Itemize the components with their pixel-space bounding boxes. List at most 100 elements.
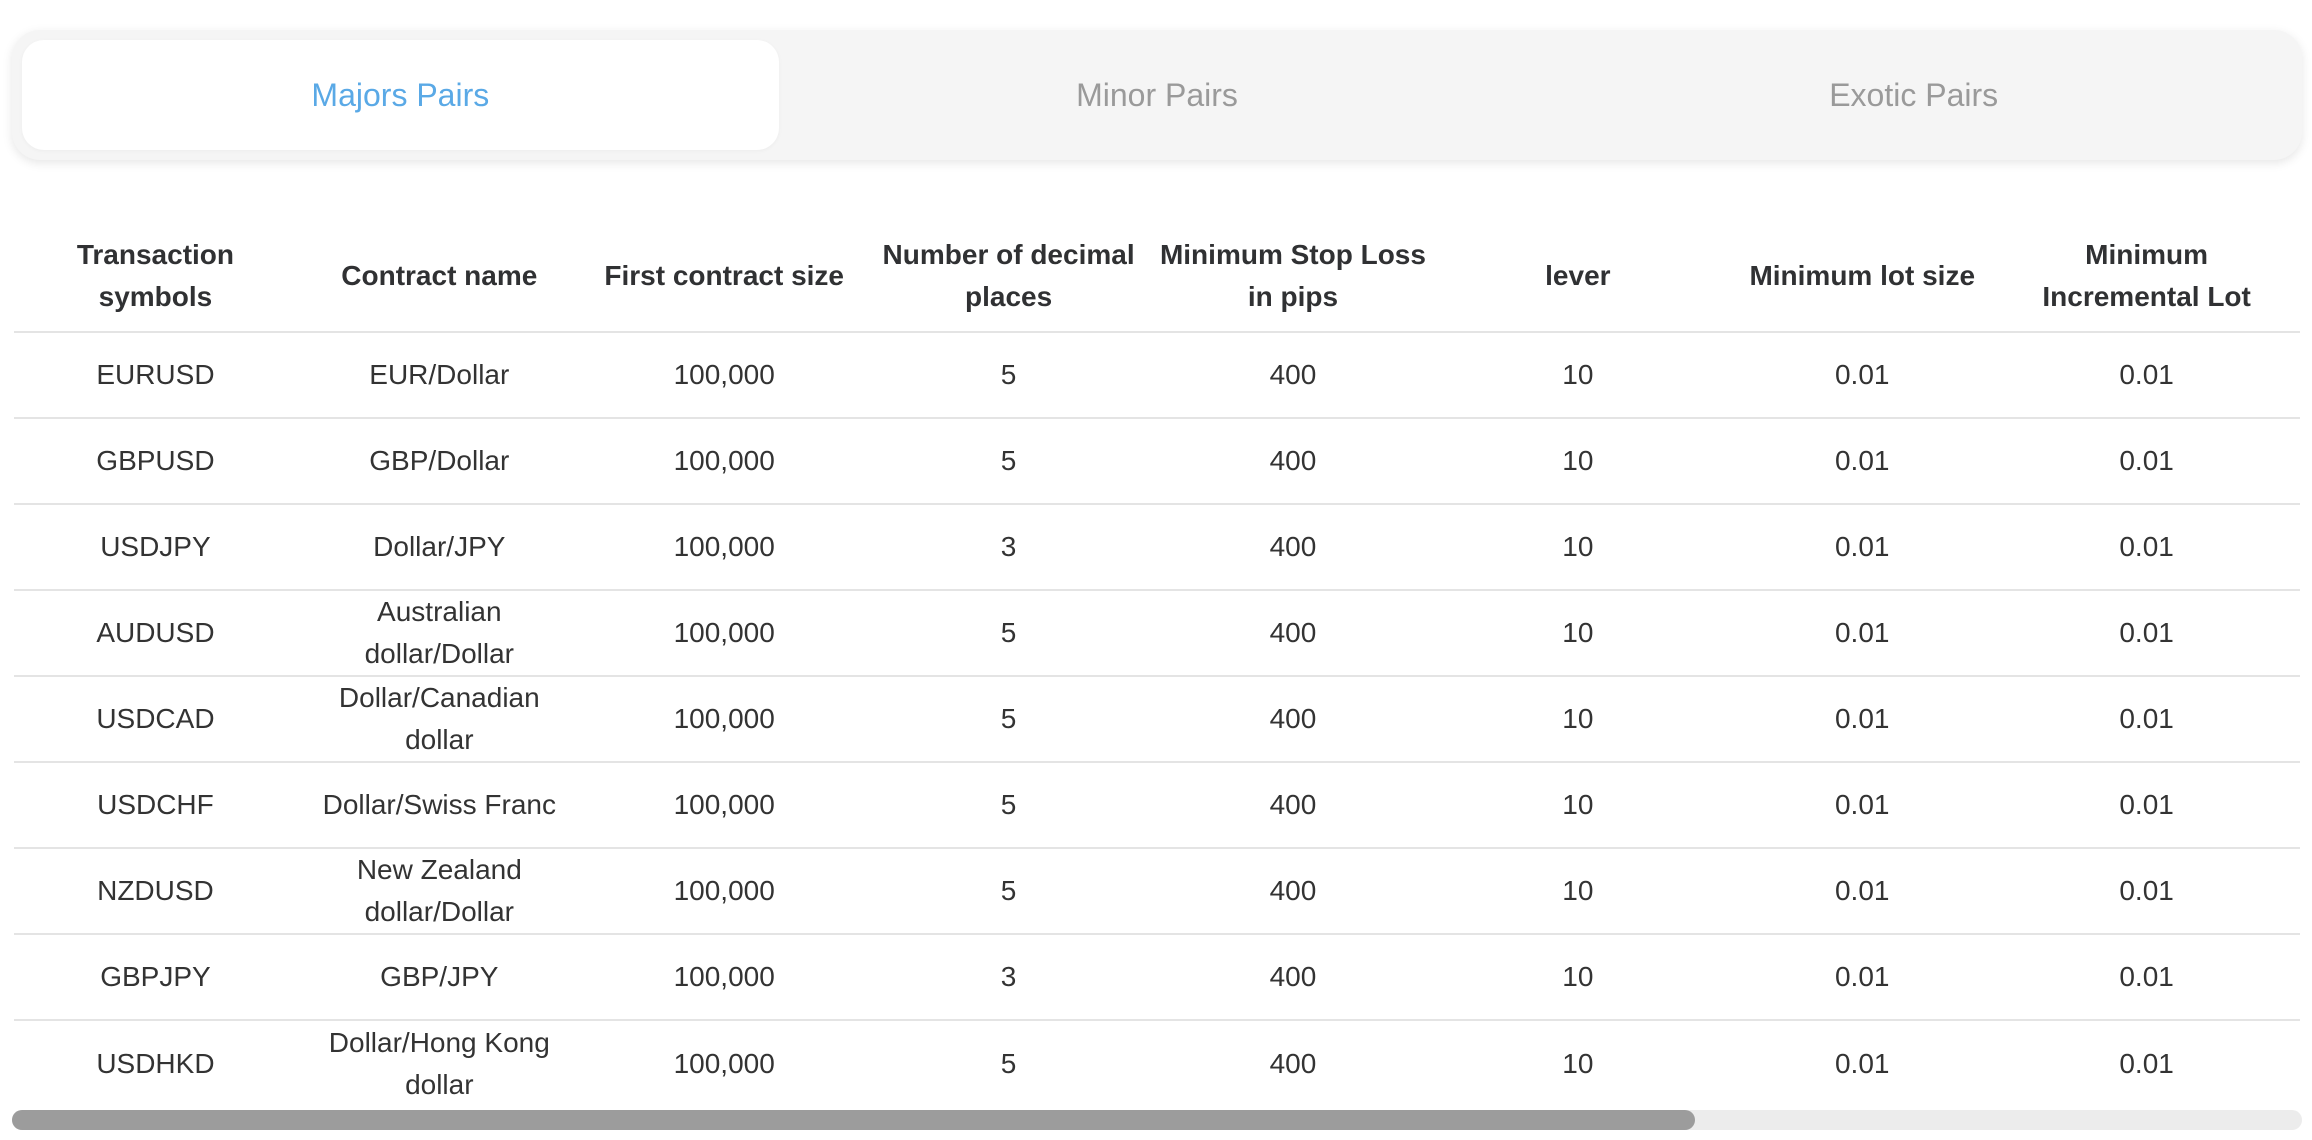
table-cell: New Zealand dollar/Dollar: [296, 848, 582, 935]
table-cell: 100,000: [581, 762, 867, 849]
column-header: Minimum Incremental Lot: [2004, 220, 2290, 333]
table-cell: [2289, 590, 2300, 677]
scrollbar-thumb[interactable]: [12, 1110, 1696, 1130]
table-cell: GBPUSD: [14, 418, 297, 505]
table-row: USDHKD Dollar/Hong Kong dollar 100,000 5 400…: [14, 1020, 2300, 1100]
table-cell: Dollar/Canadian dollar: [296, 676, 582, 763]
table-cell: 100,000: [581, 848, 867, 935]
table-cell: 5: [866, 590, 1151, 677]
table-header-row: Transaction symbols Contract name First co…: [14, 220, 2300, 333]
table-cell: 0.01: [1720, 590, 2005, 677]
table-cell: 10: [1435, 504, 1721, 591]
table-cell: [2289, 848, 2300, 935]
table-cell: Dollar/JPY: [296, 504, 582, 591]
table-cell: 10: [1435, 934, 1721, 1021]
column-header: Contract name: [296, 220, 582, 333]
table-cell: 400: [1269, 1047, 1317, 1079]
table-cell: 10: [1562, 1047, 1594, 1079]
table-cell: 0.01: [1720, 332, 2005, 419]
table-cell: 0.01: [2004, 848, 2290, 935]
contract-table-viewport: Transaction symbols Contract name First co…: [14, 220, 2300, 1100]
table-cell: EUR/Dollar: [296, 332, 582, 419]
table-cell: Dollar/Hong Kong dollar: [328, 1026, 550, 1100]
table-cell: 100,000: [581, 332, 867, 419]
table-cell: 400: [1150, 676, 1436, 763]
table-cell: 10: [1435, 676, 1721, 763]
table-row: USDJPY Dollar/JPY 100,000 3 400 10 0.01 0.01: [14, 504, 2300, 591]
table-cell: 0.01: [1720, 504, 2005, 591]
column-header: Minimum lot size: [1720, 220, 2005, 333]
table-cell: 100,000: [581, 676, 867, 763]
table-cell: 10: [1435, 418, 1721, 505]
table-cell: [2289, 676, 2300, 763]
table-cell: 10: [1435, 848, 1721, 935]
table-row: USDCHF Dollar/Swiss Franc 100,000 5 400 10 0.0…: [14, 762, 2300, 849]
table-cell: 10: [1435, 762, 1721, 849]
table-row: EURUSD EUR/Dollar 100,000 5 400 10 0.01 0.01: [14, 332, 2300, 419]
table-cell: 0.01: [2004, 762, 2290, 849]
column-header: M: [2289, 220, 2300, 333]
table-cell: 0.01: [2004, 332, 2290, 419]
tab-majors-pairs[interactable]: Majors Pairs: [22, 40, 779, 150]
table-cell: 400: [1150, 934, 1436, 1021]
tab-exotic-pairs[interactable]: Exotic Pairs: [1829, 76, 1999, 113]
table-cell: GBPJPY: [14, 934, 297, 1021]
table-cell: 100,000: [581, 934, 867, 1021]
table-cell: [2289, 332, 2300, 419]
table-cell: [2289, 504, 2300, 591]
column-header: First contract size: [581, 220, 867, 333]
table-cell: USDHKD: [96, 1047, 215, 1079]
table-cell: 400: [1150, 418, 1436, 505]
table-row: NZDUSD New Zealand dollar/Dollar 100,000 5 4…: [14, 848, 2300, 935]
table-row: GBPUSD GBP/Dollar 100,000 5 400 10 0.01 0.01: [14, 418, 2300, 505]
table-cell: 100,000: [581, 504, 867, 591]
pair-category-tabs: Majors Pairs Minor Pairs Exotic Pairs: [12, 30, 2302, 160]
table-cell: 0.01: [1834, 1047, 1890, 1079]
table-cell: USDCHF: [14, 762, 297, 849]
table-cell: Dollar/Swiss Franc: [296, 762, 582, 849]
table-cell: 400: [1150, 848, 1436, 935]
table-cell: 3: [866, 504, 1151, 591]
table-cell: [2289, 418, 2300, 505]
table-cell: 400: [1150, 332, 1436, 419]
table-cell: USDCAD: [14, 676, 297, 763]
table-row: USDCAD Dollar/Canadian dollar 100,000 5 400 1…: [14, 676, 2300, 763]
table-cell: NZDUSD: [14, 848, 297, 935]
table-cell: 10: [1435, 332, 1721, 419]
table-cell: EURUSD: [14, 332, 297, 419]
table-cell: 5: [866, 332, 1151, 419]
table-cell: 5: [866, 418, 1151, 505]
table-cell: 5: [866, 676, 1151, 763]
horizontal-scrollbar[interactable]: [12, 1110, 2302, 1130]
table-cell: 0.01: [2004, 676, 2290, 763]
table-cell: 100,000: [581, 418, 867, 505]
table-row: GBPJPY GBP/JPY 100,000 3 400 10 0.01 0.01: [14, 934, 2300, 1021]
column-header: lever: [1435, 220, 1721, 333]
table-cell: 400: [1150, 504, 1436, 591]
table-cell: [2289, 934, 2300, 1021]
table-cell: 100,000: [581, 590, 867, 677]
tab-minor-pairs[interactable]: Minor Pairs: [1076, 76, 1238, 113]
table-cell: 0.01: [1720, 848, 2005, 935]
table-cell: GBP/Dollar: [296, 418, 582, 505]
table-cell: 100,000: [673, 1047, 775, 1079]
table-cell: GBP/JPY: [296, 934, 582, 1021]
table-cell: [2289, 1020, 2300, 1100]
table-cell: 3: [866, 934, 1151, 1021]
table-cell: 400: [1150, 762, 1436, 849]
table-cell: 0.01: [2004, 504, 2290, 591]
column-header: Transaction symbols: [14, 220, 297, 333]
table-cell: 0.01: [2004, 590, 2290, 677]
table-cell: 0.01: [1720, 934, 2005, 1021]
table-row: AUDUSD Australian dollar/Dollar 100,000 5 40…: [14, 590, 2300, 677]
table-cell: Australian dollar/Dollar: [296, 590, 582, 677]
table-cell: [2289, 762, 2300, 849]
table-cell: 0.01: [2119, 1047, 2174, 1079]
table-cell: AUDUSD: [14, 590, 297, 677]
table-cell: 10: [1435, 590, 1721, 677]
table-cell: 0.01: [2004, 418, 2290, 505]
column-header: Minimum Stop Loss in pips: [1150, 220, 1436, 333]
table-cell: 5: [866, 848, 1151, 935]
contract-specs-table: Transaction symbols Contract name First co…: [14, 220, 2300, 1100]
table-cell: USDJPY: [14, 504, 297, 591]
